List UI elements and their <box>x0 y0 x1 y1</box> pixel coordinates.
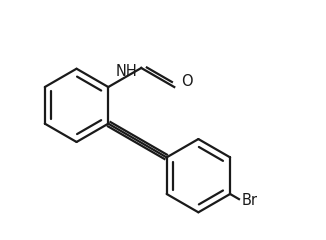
Text: O: O <box>181 74 192 89</box>
Text: NH: NH <box>115 64 137 78</box>
Text: Br: Br <box>241 193 257 208</box>
